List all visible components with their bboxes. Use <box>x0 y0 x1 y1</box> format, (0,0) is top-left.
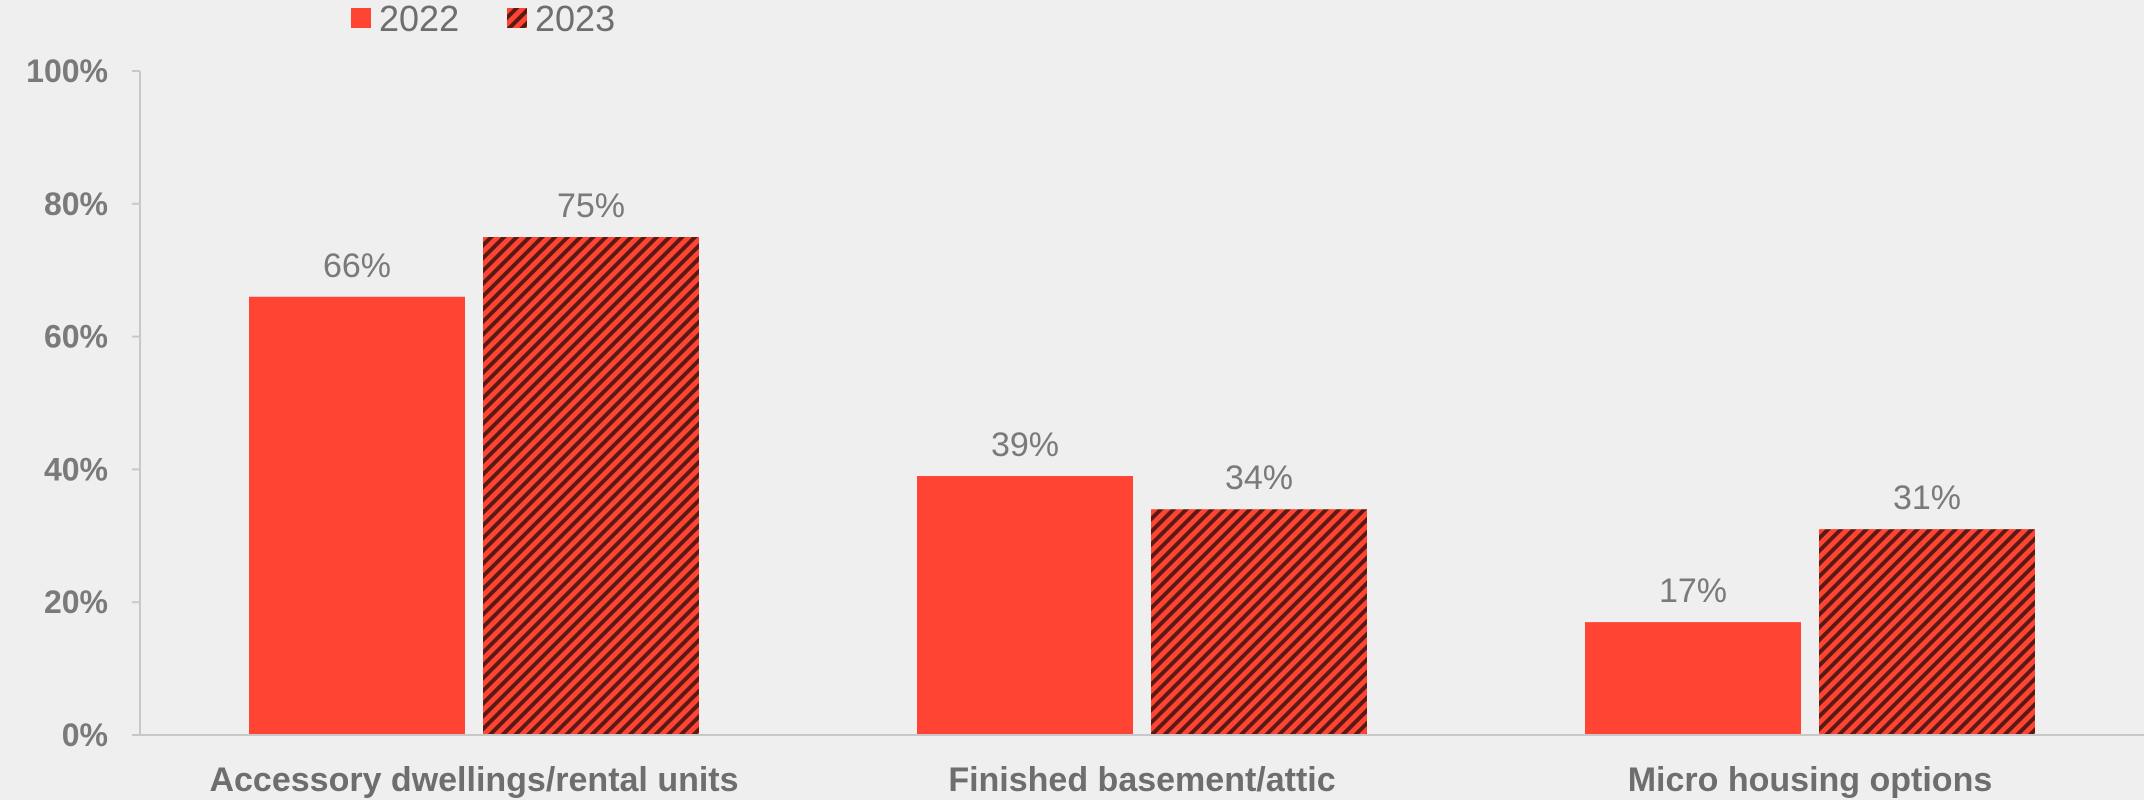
category-label: Accessory dwellings/rental units <box>209 761 738 799</box>
x-axis: Accessory dwellings/rental units Finished… <box>140 734 2144 799</box>
legend: 2022 2023 <box>351 0 615 39</box>
y-tick-label: 80% <box>44 186 108 222</box>
data-label: 75% <box>557 187 625 225</box>
legend-label-2022: 2022 <box>379 0 459 39</box>
bars: 66% 75% 39% 34% 17% 31% <box>249 187 2035 735</box>
y-axis: 0% 20% 40% 60% 80% 100% <box>26 53 141 753</box>
bar-2022-3 <box>1585 622 1801 735</box>
data-label: 66% <box>323 247 391 285</box>
y-tick-label: 60% <box>44 319 108 355</box>
y-tick-label: 20% <box>44 584 108 620</box>
legend-label-2023: 2023 <box>535 0 615 39</box>
y-tick-label: 0% <box>62 717 108 753</box>
y-tick-label: 40% <box>44 451 108 487</box>
legend-swatch-2022 <box>351 8 371 28</box>
category-label: Finished basement/attic <box>948 761 1335 799</box>
data-label: 31% <box>1893 479 1961 517</box>
data-label: 17% <box>1659 572 1727 610</box>
bar-2023-1 <box>483 237 699 735</box>
bar-2023-2 <box>1151 509 1367 735</box>
y-tick-label: 100% <box>26 53 108 89</box>
bar-2022-2 <box>917 476 1133 735</box>
data-label: 39% <box>991 426 1059 464</box>
legend-swatch-2023 <box>507 8 527 28</box>
data-label: 34% <box>1225 459 1293 497</box>
bar-2023-3 <box>1819 529 2035 735</box>
category-label: Micro housing options <box>1628 761 1993 799</box>
bar-2022-1 <box>249 296 465 735</box>
